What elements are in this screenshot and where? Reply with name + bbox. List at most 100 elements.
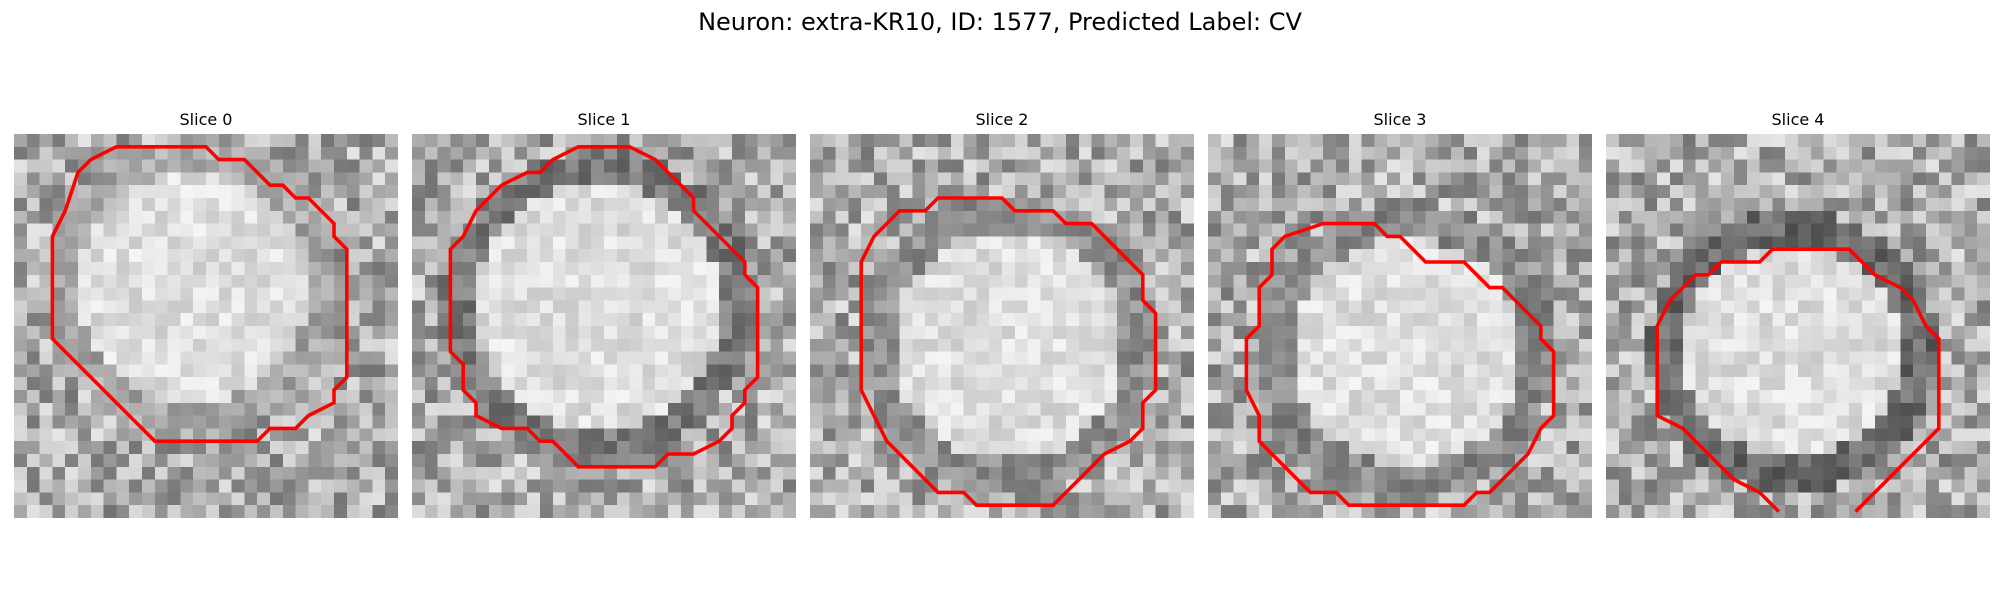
pixel-cell — [1117, 428, 1131, 442]
pixel-cell — [655, 313, 669, 327]
pixel-cell — [899, 249, 913, 263]
pixel-cell — [359, 274, 373, 288]
pixel-cell — [257, 454, 271, 468]
pixel-cell — [861, 274, 875, 288]
pixel-cell — [1412, 146, 1426, 160]
pixel-cell — [218, 172, 232, 186]
pixel-cell — [1142, 159, 1156, 173]
pixel-cell — [321, 185, 335, 199]
pixel-cell — [1951, 402, 1965, 416]
pixel-cell — [1155, 249, 1169, 263]
pixel-cell — [372, 338, 386, 352]
pixel-cell — [822, 415, 836, 429]
pixel-cell — [129, 390, 143, 404]
pixel-cell — [1502, 159, 1516, 173]
pixel-cell — [1233, 236, 1247, 250]
pixel-cell — [963, 134, 977, 148]
pixel-cell — [1374, 454, 1388, 468]
pixel-cell — [1887, 390, 1901, 404]
pixel-cell — [1938, 351, 1952, 365]
pixel-cell — [1181, 274, 1194, 288]
pixel-cell — [270, 223, 284, 237]
pixel-cell — [321, 274, 335, 288]
pixel-cell — [103, 377, 117, 391]
pixel-cell — [1502, 402, 1516, 416]
pixel-cell — [52, 262, 66, 276]
pixel-cell — [129, 185, 143, 199]
pixel-cell — [1528, 351, 1542, 365]
pixel-cell — [925, 262, 939, 276]
pixel-cell — [1323, 492, 1337, 506]
pixel-cell — [770, 402, 784, 416]
pixel-cell — [346, 377, 360, 391]
pixel-cell — [1104, 454, 1118, 468]
pixel-cell — [810, 415, 824, 429]
pixel-cell — [1014, 390, 1028, 404]
pixel-cell — [218, 364, 232, 378]
pixel-cell — [1682, 466, 1696, 480]
pixel-cell — [1168, 479, 1182, 493]
pixel-cell — [1618, 146, 1632, 160]
pixel-cell — [1759, 428, 1773, 442]
pixel-cell — [629, 338, 643, 352]
pixel-cell — [1695, 338, 1709, 352]
pixel-cell — [476, 313, 490, 327]
pixel-cell — [1528, 236, 1542, 250]
pixel-cell — [1913, 390, 1927, 404]
pixel-cell — [1810, 377, 1824, 391]
pixel-cell — [1644, 326, 1658, 340]
pixel-cell — [39, 492, 53, 506]
pixel-cell — [655, 223, 669, 237]
pixel-cell — [180, 326, 194, 340]
pixel-cell — [1631, 262, 1645, 276]
pixel-cell — [1759, 300, 1773, 314]
pixel-cell — [1168, 172, 1182, 186]
pixel-cell — [1540, 377, 1554, 391]
pixel-cell — [476, 223, 490, 237]
pixel-cell — [90, 326, 104, 340]
pixel-cell — [1438, 210, 1452, 224]
pixel-cell — [372, 326, 386, 340]
pixel-cell — [950, 364, 964, 378]
pixel-cell — [1798, 351, 1812, 365]
pixel-cell — [989, 249, 1003, 263]
pixel-cell — [180, 364, 194, 378]
pixel-cell — [1708, 134, 1722, 148]
pixel-cell — [412, 428, 426, 442]
pixel-cell — [244, 390, 258, 404]
pixel-cell — [1142, 210, 1156, 224]
pixel-cell — [1142, 274, 1156, 288]
pixel-cell — [770, 274, 784, 288]
pixel-cell — [1117, 300, 1131, 314]
pixel-cell — [1553, 466, 1567, 480]
pixel-cell — [629, 492, 643, 506]
pixel-cell — [463, 300, 477, 314]
pixel-cell — [282, 466, 296, 480]
pixel-cell — [770, 236, 784, 250]
pixel-cell — [668, 274, 682, 288]
pixel-cell — [1566, 338, 1580, 352]
pixel-cell — [578, 210, 592, 224]
pixel-cell — [1142, 262, 1156, 276]
pixel-cell — [899, 300, 913, 314]
pixel-cell — [463, 492, 477, 506]
pixel-cell — [1682, 134, 1696, 148]
pixel-cell — [810, 287, 824, 301]
pixel-cell — [231, 466, 245, 480]
pixel-cell — [1336, 159, 1350, 173]
pixel-cell — [642, 466, 656, 480]
pixel-cell — [976, 159, 990, 173]
pixel-cell — [14, 274, 28, 288]
pixel-cell — [1361, 479, 1375, 493]
pixel-cell — [1181, 185, 1194, 199]
pixel-cell — [1759, 223, 1773, 237]
pixel-cell — [1002, 236, 1016, 250]
pixel-cell — [180, 198, 194, 212]
pixel-cell — [103, 134, 117, 148]
pixel-cell — [1374, 326, 1388, 340]
pixel-cell — [1220, 505, 1234, 518]
pixel-cell — [1181, 415, 1194, 429]
pixel-cell — [1361, 134, 1375, 148]
pixel-cell — [886, 159, 900, 173]
pixel-cell — [1951, 198, 1965, 212]
